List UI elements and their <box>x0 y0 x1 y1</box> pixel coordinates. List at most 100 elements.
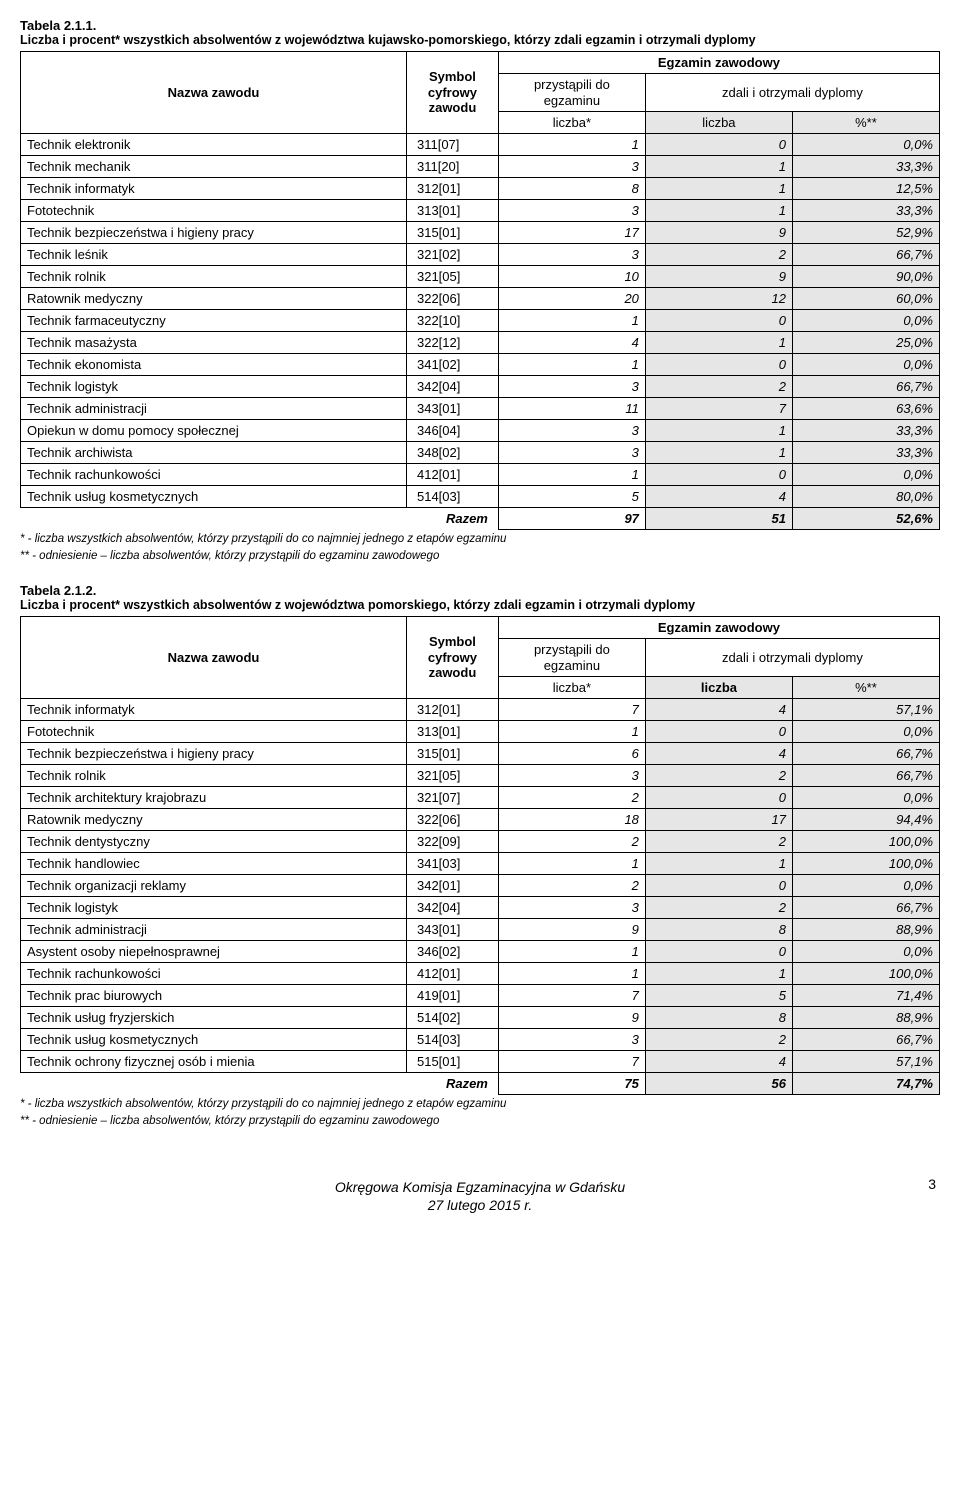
cell-pct: 66,7% <box>792 1029 939 1051</box>
hdr-zdali: zdali i otrzymali dyplomy <box>645 638 939 676</box>
footer-line1: Okręgowa Komisja Egzaminacyjna w Gdańsku <box>335 1179 625 1195</box>
cell-nazwa: Technik administracji <box>21 398 407 420</box>
cell-symbol: 419[01] <box>406 985 498 1007</box>
cell-przy: 18 <box>498 809 645 831</box>
cell-symbol: 322[06] <box>406 809 498 831</box>
cell-pct: 0,0% <box>792 875 939 897</box>
cell-liczba: 12 <box>645 288 792 310</box>
footer-line2: 27 lutego 2015 r. <box>428 1197 533 1213</box>
cell-przy: 10 <box>498 266 645 288</box>
razem-a: 75 <box>498 1073 645 1095</box>
cell-nazwa: Technik rachunkowości <box>21 963 407 985</box>
cell-liczba: 0 <box>645 787 792 809</box>
cell-liczba: 9 <box>645 266 792 288</box>
cell-nazwa: Technik informatyk <box>21 699 407 721</box>
cell-przy: 9 <box>498 919 645 941</box>
cell-pct: 0,0% <box>792 941 939 963</box>
cell-liczba: 1 <box>645 442 792 464</box>
hdr-przy: przystąpili do egzaminu <box>498 74 645 112</box>
cell-liczba: 2 <box>645 244 792 266</box>
cell-przy: 5 <box>498 486 645 508</box>
table-row: Technik usług fryzjerskich514[02]9888,9% <box>21 1007 940 1029</box>
cell-symbol: 341[03] <box>406 853 498 875</box>
cell-liczba: 0 <box>645 941 792 963</box>
cell-pct: 0,0% <box>792 310 939 332</box>
cell-liczba: 4 <box>645 486 792 508</box>
cell-nazwa: Technik mechanik <box>21 156 407 178</box>
cell-nazwa: Technik architektury krajobrazu <box>21 787 407 809</box>
table-row: Technik administracji343[01]9888,9% <box>21 919 940 941</box>
cell-przy: 11 <box>498 398 645 420</box>
razem-b: 56 <box>645 1073 792 1095</box>
cell-nazwa: Technik elektronik <box>21 134 407 156</box>
cell-nazwa: Technik prac biurowych <box>21 985 407 1007</box>
cell-przy: 3 <box>498 376 645 398</box>
cell-nazwa: Technik archiwista <box>21 442 407 464</box>
cell-symbol: 514[03] <box>406 486 498 508</box>
cell-nazwa: Technik administracji <box>21 919 407 941</box>
cell-symbol: 514[03] <box>406 1029 498 1051</box>
cell-symbol: 412[01] <box>406 464 498 486</box>
cell-liczba: 1 <box>645 178 792 200</box>
cell-symbol: 341[02] <box>406 354 498 376</box>
table-row: Technik logistyk342[04]3266,7% <box>21 376 940 398</box>
table2-subtitle: Liczba i procent* wszystkich absolwentów… <box>20 598 940 612</box>
cell-nazwa: Technik logistyk <box>21 897 407 919</box>
hdr-liczba-star: liczba* <box>498 112 645 134</box>
table-row: Technik informatyk312[01]8112,5% <box>21 178 940 200</box>
cell-pct: 100,0% <box>792 853 939 875</box>
cell-przy: 3 <box>498 200 645 222</box>
cell-symbol: 321[05] <box>406 266 498 288</box>
cell-przy: 20 <box>498 288 645 310</box>
cell-liczba: 1 <box>645 853 792 875</box>
table-row: Technik mechanik311[20]3133,3% <box>21 156 940 178</box>
cell-przy: 9 <box>498 1007 645 1029</box>
cell-pct: 80,0% <box>792 486 939 508</box>
cell-liczba: 4 <box>645 1051 792 1073</box>
cell-symbol: 346[04] <box>406 420 498 442</box>
cell-nazwa: Technik leśnik <box>21 244 407 266</box>
cell-nazwa: Technik ochrony fizycznej osób i mienia <box>21 1051 407 1073</box>
razem-row: Razem755674,7% <box>21 1073 940 1095</box>
cell-symbol: 315[01] <box>406 743 498 765</box>
cell-symbol: 348[02] <box>406 442 498 464</box>
razem-row: Razem975152,6% <box>21 508 940 530</box>
cell-pct: 71,4% <box>792 985 939 1007</box>
cell-pct: 0,0% <box>792 354 939 376</box>
cell-nazwa: Technik informatyk <box>21 178 407 200</box>
table-row: Technik informatyk312[01]7457,1% <box>21 699 940 721</box>
table-row: Ratownik medyczny322[06]181794,4% <box>21 809 940 831</box>
cell-liczba: 2 <box>645 897 792 919</box>
table-row: Technik logistyk342[04]3266,7% <box>21 897 940 919</box>
razem-p: 52,6% <box>792 508 939 530</box>
cell-symbol: 315[01] <box>406 222 498 244</box>
cell-liczba: 4 <box>645 699 792 721</box>
cell-nazwa: Technik bezpieczeństwa i higieny pracy <box>21 743 407 765</box>
hdr-pct: %** <box>792 677 939 699</box>
cell-liczba: 2 <box>645 1029 792 1051</box>
cell-pct: 100,0% <box>792 963 939 985</box>
table-row: Technik usług kosmetycznych514[03]3266,7… <box>21 1029 940 1051</box>
cell-liczba: 0 <box>645 464 792 486</box>
table2: Nazwa zawodu Symbol cyfrowy zawodu Egzam… <box>20 616 940 1095</box>
cell-symbol: 342[01] <box>406 875 498 897</box>
table-row: Ratownik medyczny322[06]201260,0% <box>21 288 940 310</box>
cell-przy: 3 <box>498 765 645 787</box>
cell-nazwa: Asystent osoby niepełnosprawnej <box>21 941 407 963</box>
cell-przy: 3 <box>498 420 645 442</box>
cell-liczba: 17 <box>645 809 792 831</box>
cell-pct: 33,3% <box>792 420 939 442</box>
table-row: Technik handlowiec341[03]11100,0% <box>21 853 940 875</box>
table-row: Technik rolnik321[05]10990,0% <box>21 266 940 288</box>
cell-nazwa: Technik bezpieczeństwa i higieny pracy <box>21 222 407 244</box>
cell-przy: 4 <box>498 332 645 354</box>
cell-symbol: 322[10] <box>406 310 498 332</box>
cell-nazwa: Technik dentystyczny <box>21 831 407 853</box>
cell-przy: 2 <box>498 787 645 809</box>
cell-pct: 33,3% <box>792 442 939 464</box>
cell-symbol: 312[01] <box>406 699 498 721</box>
cell-liczba: 2 <box>645 831 792 853</box>
cell-pct: 100,0% <box>792 831 939 853</box>
table-row: Asystent osoby niepełnosprawnej346[02]10… <box>21 941 940 963</box>
cell-liczba: 0 <box>645 721 792 743</box>
